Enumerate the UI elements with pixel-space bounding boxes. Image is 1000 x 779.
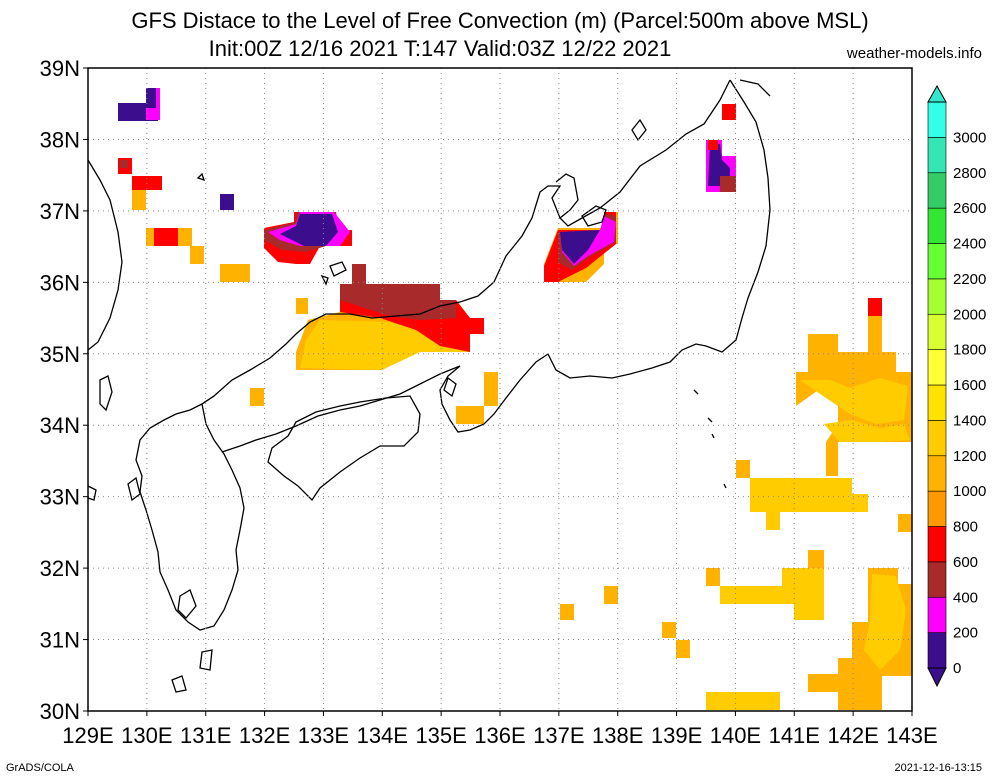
map-canvas: 129E 130E 131E 132E 133E 134E 135E 136E 137E 138E… xyxy=(40,56,987,748)
lon-tick-label: 137E xyxy=(533,723,584,748)
colorbar-swatch xyxy=(927,596,947,633)
lon-tick-label: 133E xyxy=(298,723,349,748)
footer-source: GrADS/COLA xyxy=(6,762,74,774)
colorbar-swatch xyxy=(927,243,947,280)
colorbar-swatch xyxy=(927,526,947,563)
footer-timestamp: 2021-12-16-13:15 xyxy=(894,762,982,774)
colorbar-label: 1200 xyxy=(953,448,986,465)
colorbar-swatch xyxy=(927,101,947,138)
lat-tick-label: 30N xyxy=(40,699,80,724)
lat-tick-label: 33N xyxy=(40,485,80,510)
lon-tick-label: 140E xyxy=(710,723,761,748)
colorbar-swatch xyxy=(927,137,947,174)
lon-tick-label: 129E xyxy=(62,723,113,748)
lon-tick-label: 134E xyxy=(357,723,408,748)
colorbar-swatch xyxy=(927,349,947,386)
colorbar-label: 600 xyxy=(953,554,978,571)
chart-title: GFS Distace to the Level of Free Convect… xyxy=(131,8,869,33)
lat-tick-label: 35N xyxy=(40,342,80,367)
map-frame xyxy=(87,67,913,712)
lat-tick-label: 36N xyxy=(40,270,80,295)
lon-tick-label: 132E xyxy=(239,723,290,748)
lon-tick-label: 131E xyxy=(180,723,231,748)
lon-tick-label: 138E xyxy=(592,723,643,748)
colorbar-over-arrow xyxy=(927,84,947,103)
colorbar-label: 2400 xyxy=(953,236,986,253)
lat-tick-label: 39N xyxy=(40,56,80,81)
lon-tick-label: 135E xyxy=(415,723,466,748)
colorbar-label: 1000 xyxy=(953,483,986,500)
colorbar-swatch xyxy=(927,455,947,492)
credit-text: weather-models.info xyxy=(846,45,982,62)
lat-tick-label: 32N xyxy=(40,556,80,581)
lon-tick-label: 141E xyxy=(769,723,820,748)
colorbar-label: 2600 xyxy=(953,200,986,217)
colorbar-swatch xyxy=(927,172,947,209)
colorbar-label: 1600 xyxy=(953,377,986,394)
lfc-shading xyxy=(118,88,912,710)
lon-tick-label: 142E xyxy=(827,723,878,748)
colorbar-under-arrow xyxy=(927,667,947,688)
lat-tick-label: 34N xyxy=(40,413,80,438)
colorbar-swatch xyxy=(927,207,947,244)
colorbar-swatch xyxy=(927,313,947,350)
lon-tick-label: 139E xyxy=(651,723,702,748)
lon-tick-label: 143E xyxy=(886,723,937,748)
colorbar-swatch xyxy=(927,278,947,315)
colorbar-label: 3000 xyxy=(953,129,986,146)
colorbar-swatch xyxy=(927,384,947,421)
lat-axis: 30N 31N 32N 33N 34N 35N 36N 37N 38N 39N xyxy=(40,56,88,724)
colorbar-label: 400 xyxy=(953,589,978,606)
colorbar: 0 200 400 600 800 1000 1200 1400 1600 1800 2000 220… xyxy=(927,84,986,688)
colorbar-swatch xyxy=(927,420,947,457)
lon-tick-label: 136E xyxy=(474,723,525,748)
colorbar-label: 2200 xyxy=(953,271,986,288)
colorbar-label: 0 xyxy=(953,660,961,677)
lon-tick-label: 130E xyxy=(121,723,172,748)
colorbar-label: 200 xyxy=(953,625,978,642)
lon-axis: 129E 130E 131E 132E 133E 134E 135E 136E 137E 138E… xyxy=(62,711,938,748)
colorbar-label: 2800 xyxy=(953,165,986,182)
colorbar-label: 2000 xyxy=(953,306,986,323)
lat-tick-label: 38N xyxy=(40,127,80,152)
grid-lines xyxy=(88,68,912,711)
coastline xyxy=(87,79,771,693)
colorbar-swatch xyxy=(927,490,947,527)
colorbar-label: 1400 xyxy=(953,412,986,429)
chart-subtitle: Init:00Z 12/16 2021 T:147 Valid:03Z 12/2… xyxy=(208,36,672,61)
colorbar-swatch xyxy=(927,632,947,669)
colorbar-swatch xyxy=(927,561,947,598)
lat-tick-label: 31N xyxy=(40,628,80,653)
colorbar-label: 1800 xyxy=(953,342,986,359)
lat-tick-label: 37N xyxy=(40,199,80,224)
colorbar-label: 800 xyxy=(953,519,978,536)
